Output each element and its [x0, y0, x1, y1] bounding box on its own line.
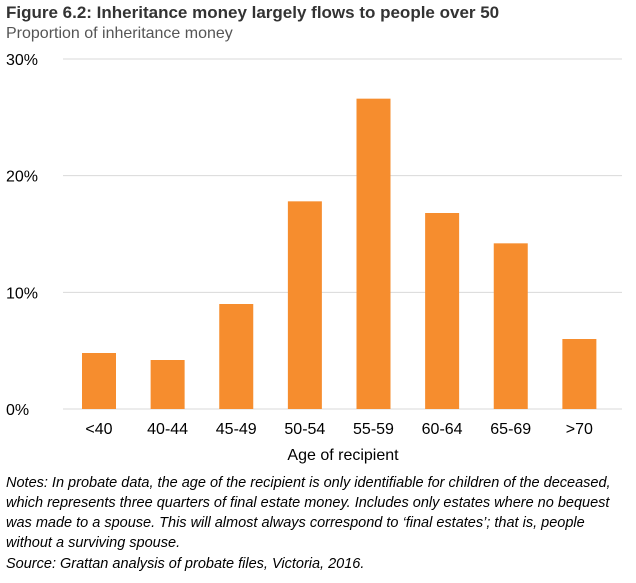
chart-title: Figure 6.2: Inheritance money largely fl… [6, 3, 500, 22]
y-axis-ticks: 0% 10% 20% 30% [6, 52, 38, 419]
x-axis-label: Age of recipient [287, 447, 399, 464]
x-tick-label: 40-44 [147, 421, 188, 438]
y-tick-label: 10% [6, 285, 38, 302]
bar-5054 [287, 201, 322, 409]
grid-lines [63, 58, 622, 410]
x-tick-label: 50-54 [284, 421, 325, 438]
bar-5559 [356, 98, 391, 410]
chart-notes: Notes: In probate data, the age of the r… [6, 475, 611, 551]
x-axis-ticks: <40 40-44 45-49 50-54 55-59 60-64 65-69 >70 [85, 421, 593, 438]
bar-6064 [425, 213, 460, 409]
bar-6569 [493, 243, 528, 409]
x-tick-label: 65-69 [490, 421, 531, 438]
bar-4044 [150, 360, 185, 409]
x-tick-label: >70 [566, 421, 593, 438]
bars [82, 98, 597, 410]
bar-70 [562, 339, 597, 409]
x-tick-label: <40 [85, 421, 112, 438]
x-tick-label: 55-59 [353, 421, 394, 438]
x-tick-label: 60-64 [422, 421, 463, 438]
bar-4549 [219, 304, 254, 409]
chart-source: Source: Grattan analysis of probate file… [6, 556, 365, 572]
y-tick-label: 0% [6, 402, 29, 419]
bar-40 [82, 353, 116, 409]
bar-chart: 0% 10% 20% 30% <40 40-44 45-49 50-54 55-59 60-64… [6, 52, 622, 464]
y-tick-label: 20% [6, 169, 38, 186]
x-tick-label: 45-49 [216, 421, 257, 438]
y-tick-label: 30% [6, 52, 38, 69]
chart-subtitle: Proportion of inheritance money [6, 25, 233, 42]
